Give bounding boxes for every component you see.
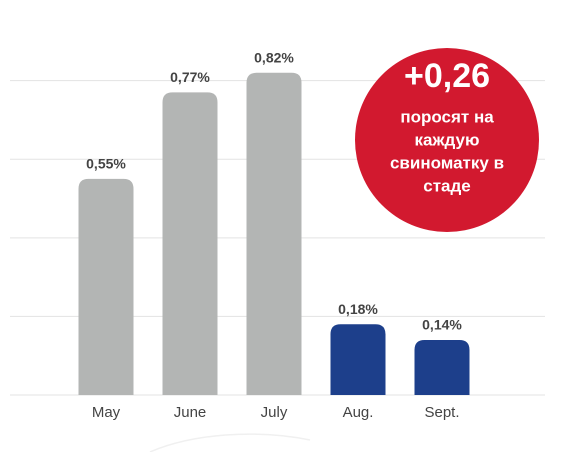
x-tick-label: June (174, 404, 207, 421)
value-label: 0,82% (254, 49, 294, 65)
annotation-text: стаде (423, 176, 470, 195)
value-label: 0,55% (86, 156, 126, 172)
value-label: 0,77% (170, 69, 210, 85)
bar (162, 92, 218, 395)
value-label: 0,18% (338, 301, 378, 317)
annotation-circle (355, 48, 539, 232)
bar (78, 178, 134, 395)
bar (414, 339, 470, 395)
annotation-text: свиноматку в (390, 153, 504, 172)
x-tick-label: Sept. (424, 404, 459, 421)
x-tick-label: Aug. (343, 404, 374, 421)
value-label: 0,14% (422, 317, 462, 333)
decoration-arc (149, 433, 311, 452)
x-tick-label: May (92, 404, 121, 421)
annotation-text: каждую (415, 130, 480, 149)
annotation-value: +0,26 (404, 57, 490, 95)
x-tick-label: July (261, 404, 288, 421)
bar (330, 324, 386, 395)
bar (246, 72, 302, 395)
annotation-text: поросят на (400, 107, 494, 126)
